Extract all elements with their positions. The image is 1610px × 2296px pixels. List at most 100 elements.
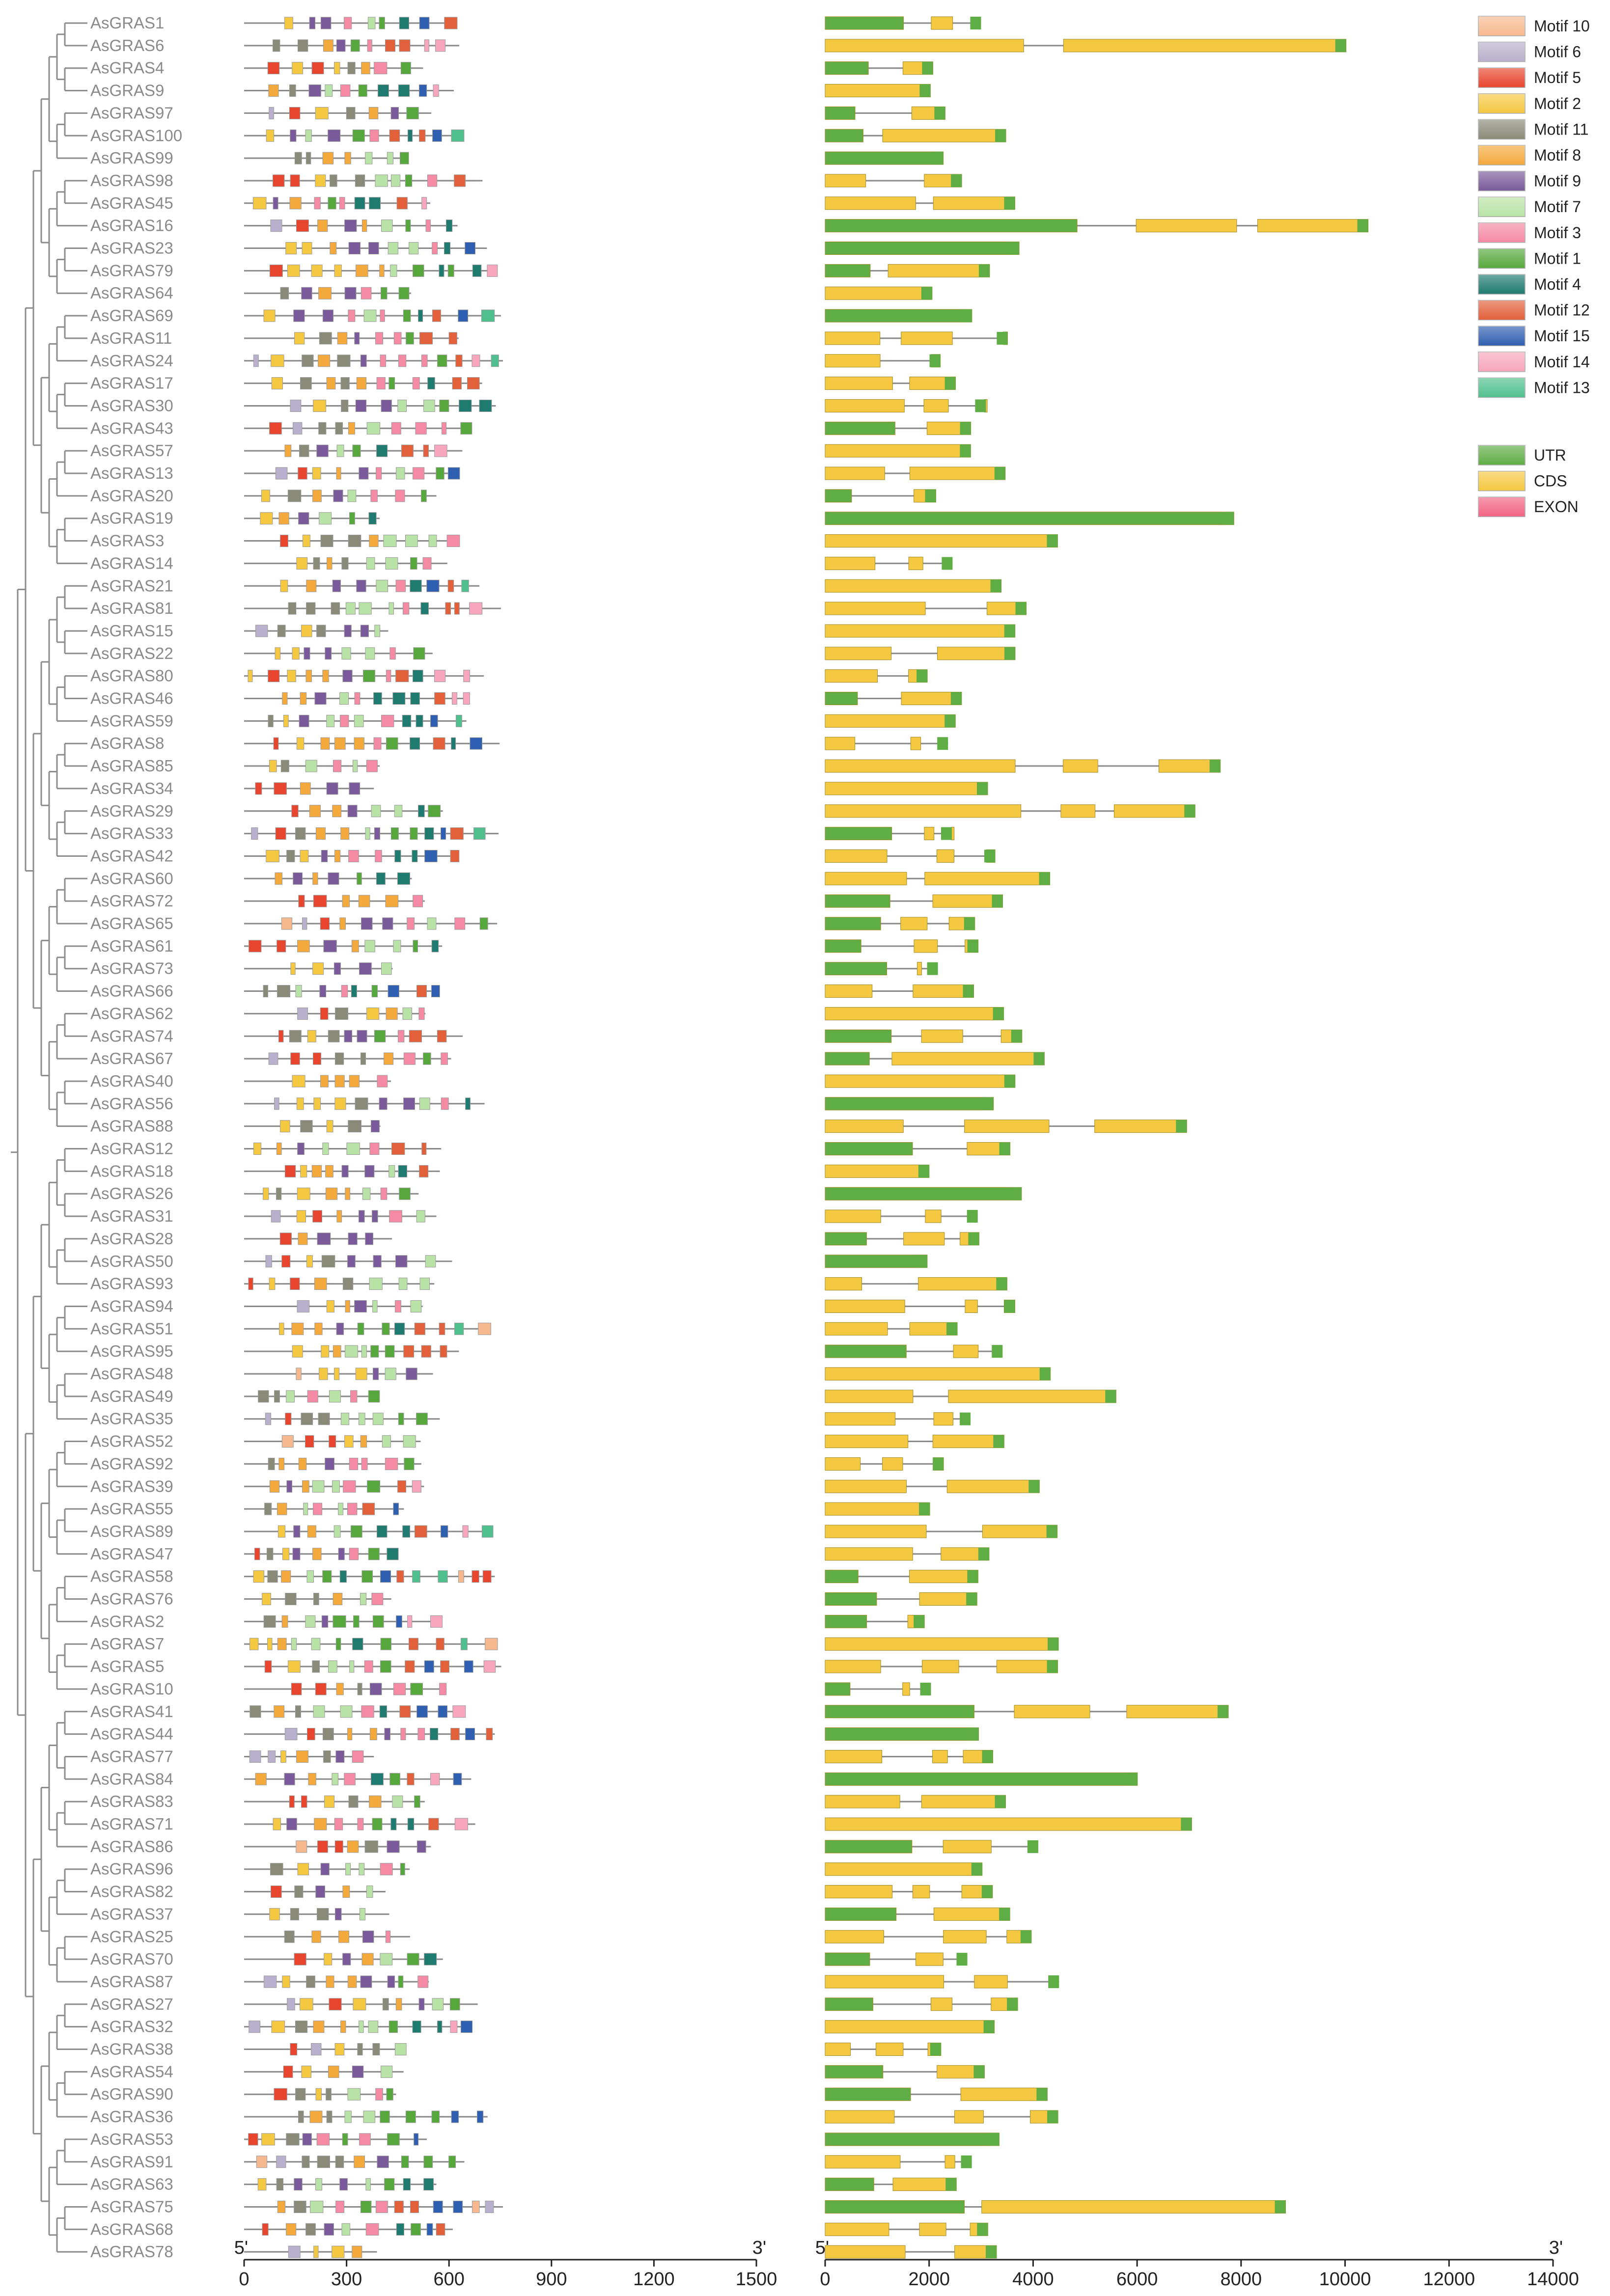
motif-block [307,1525,316,1538]
motif-block [313,2245,319,2258]
utr-block [914,1615,925,1628]
motif-block [271,2021,285,2033]
cds-block [825,804,1022,818]
motif-block [360,1052,366,1065]
cds-block [921,1029,963,1043]
motif-block [454,602,460,615]
cds-block [882,1457,903,1471]
motif-block [268,1750,276,1763]
motif-block [393,1503,399,1515]
motif-block [439,1683,447,1695]
motif-block [436,2223,445,2236]
motif-block [440,1345,447,1358]
cds-block [825,1390,914,1403]
cds-block [825,1412,896,1426]
gene-label: AsGRAS53 [90,2130,173,2148]
motif-block [279,1232,292,1245]
cds-block [825,782,988,795]
utr-block [971,1862,982,1876]
motif-block [344,219,357,232]
motif-block [424,39,429,52]
gene-label: AsGRAS68 [90,2220,173,2238]
motif-block [384,2178,395,2191]
utr-block [825,151,944,165]
motif-block [427,174,438,187]
motif-block [366,557,375,570]
motif-block [248,670,253,683]
motif-block [380,1187,388,1200]
motif-block [423,399,435,412]
motif-block [347,1503,358,1515]
motif-block [255,625,268,637]
motif-block [357,2043,363,2055]
motif-block [287,490,302,502]
legend-swatch-shade [1478,145,1525,165]
motif-block [315,174,326,187]
motif-block [425,1255,436,1268]
motif-block [424,827,434,840]
gene-label: AsGRAS23 [90,239,173,257]
motif-block [410,2200,419,2213]
motif-block [303,1503,308,1515]
cds-block [916,1952,944,1966]
motif-block [335,1007,348,1020]
motif-block [419,1165,429,1177]
gene-label: AsGRAS71 [90,1815,173,1833]
motif-block [405,174,413,187]
motif-block [355,174,365,187]
motif-block [461,579,469,592]
gene-label: AsGRAS87 [90,1972,173,1991]
motif-block [359,1863,365,1876]
cds-block [882,129,1006,142]
motif-block [424,849,438,862]
motif-block [407,1818,415,1831]
motif-block [413,940,418,953]
motif-block [317,2156,330,2168]
motif-block [294,1953,306,1966]
cds-block [825,1074,1016,1088]
motif-block [322,1728,334,1741]
motif-block [427,917,437,930]
utr-block [925,489,936,502]
motif-block [389,129,400,142]
utr-block [967,1210,978,1223]
motif-block [485,2200,494,2213]
motif-block [281,1435,294,1448]
motif-block [352,760,358,772]
cds-block [974,1975,1008,1989]
motif-block [286,2223,297,2236]
motif-block [452,1705,466,1718]
motif-block [368,2021,379,2033]
motif-block [289,107,301,119]
motif-block [385,1930,391,1943]
motif-block [357,1030,367,1042]
legend-label: Motif 4 [1534,275,1581,293]
cds-block [933,1412,953,1426]
motif-block [322,670,329,683]
cds-block [1094,1120,1187,1133]
motif-block [394,1300,401,1312]
motif-block [470,737,482,750]
motif-block [359,467,369,480]
axis-end-label: 3' [752,2238,766,2258]
cds-block [825,1120,904,1133]
utr-block [992,895,1003,908]
motif-block [361,1457,368,1470]
utr-block [825,242,1020,255]
motif-block [321,1345,330,1358]
motif-block [436,1638,444,1650]
motif-block [263,1615,276,1628]
motif-block [313,1097,321,1110]
motif-block [395,1998,402,2011]
motif-block [248,1278,253,1290]
motif-block [454,1818,468,1831]
motif-block [334,1097,346,1110]
motif-block [266,129,275,142]
motif-block [305,760,317,772]
motif-block [249,1638,259,1650]
motif-block [439,399,449,412]
motif-block [300,849,309,862]
motif-block [264,1503,272,1515]
motif-block [306,579,317,592]
motif-block [252,197,267,210]
